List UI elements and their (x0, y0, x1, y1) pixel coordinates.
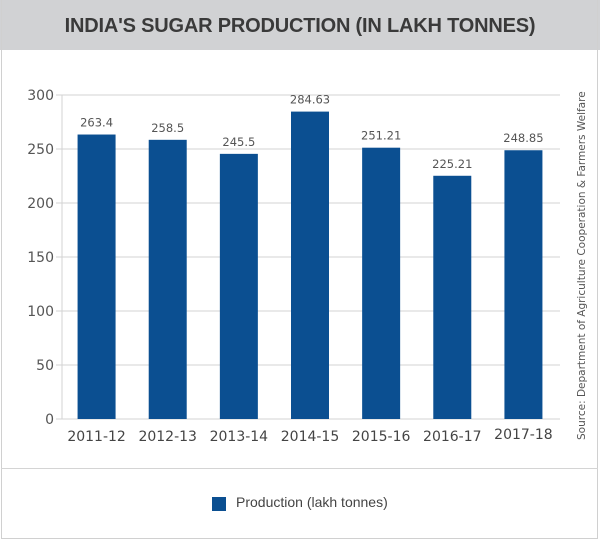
y-tick-label: 150 (27, 250, 54, 266)
data-label: 284.63 (290, 93, 330, 107)
bar (433, 175, 472, 419)
y-tick-label: 0 (45, 412, 54, 428)
y-tick-label: 300 (27, 88, 54, 104)
bars (77, 111, 543, 420)
x-tick-label: 2016-17 (423, 429, 482, 445)
bar (362, 147, 401, 419)
bar (291, 111, 329, 419)
source-annotation: Source: Department of Agriculture Cooper… (576, 91, 588, 440)
x-tick-label: 2011-12 (67, 429, 126, 445)
y-tick-labels: 0 50 100 150 200 250 300 (27, 88, 54, 428)
y-tick-label: 50 (36, 358, 54, 374)
legend-divider (1, 468, 598, 469)
data-label: 251.21 (361, 129, 401, 143)
legend: Production (lakh tonnes) (0, 469, 600, 538)
x-tick-label: 2017-18 (494, 427, 553, 443)
bar (148, 139, 187, 419)
bar (77, 134, 116, 419)
bar (504, 150, 543, 419)
y-tick-label: 100 (27, 304, 54, 320)
x-tick-label: 2014-15 (281, 429, 340, 445)
x-tick-label: 2013-14 (210, 429, 269, 445)
bar (219, 153, 258, 420)
x-tick-labels: 2011-12 2012-13 2013-14 2014-15 2015-16 2016-… (67, 427, 552, 445)
legend-swatch (212, 497, 226, 511)
data-labels: 263.4 258.5 245.5 284.63 251.21 225.21 248.85 (80, 93, 543, 171)
x-tick-label: 2012-13 (138, 429, 197, 445)
title-band (0, 0, 600, 50)
data-label: 225.21 (432, 157, 472, 171)
y-tick-label: 250 (27, 142, 54, 158)
data-label: 248.85 (503, 131, 543, 145)
legend-label: Production (lakh tonnes) (236, 494, 388, 510)
data-label: 258.5 (151, 121, 184, 135)
x-tick-label: 2015-16 (352, 429, 411, 445)
chart-title: INDIA'S SUGAR PRODUCTION (IN LAKH TONNES… (64, 15, 536, 37)
data-label: 245.5 (222, 135, 255, 149)
data-label: 263.4 (80, 116, 113, 130)
y-tick-label: 200 (27, 196, 54, 212)
